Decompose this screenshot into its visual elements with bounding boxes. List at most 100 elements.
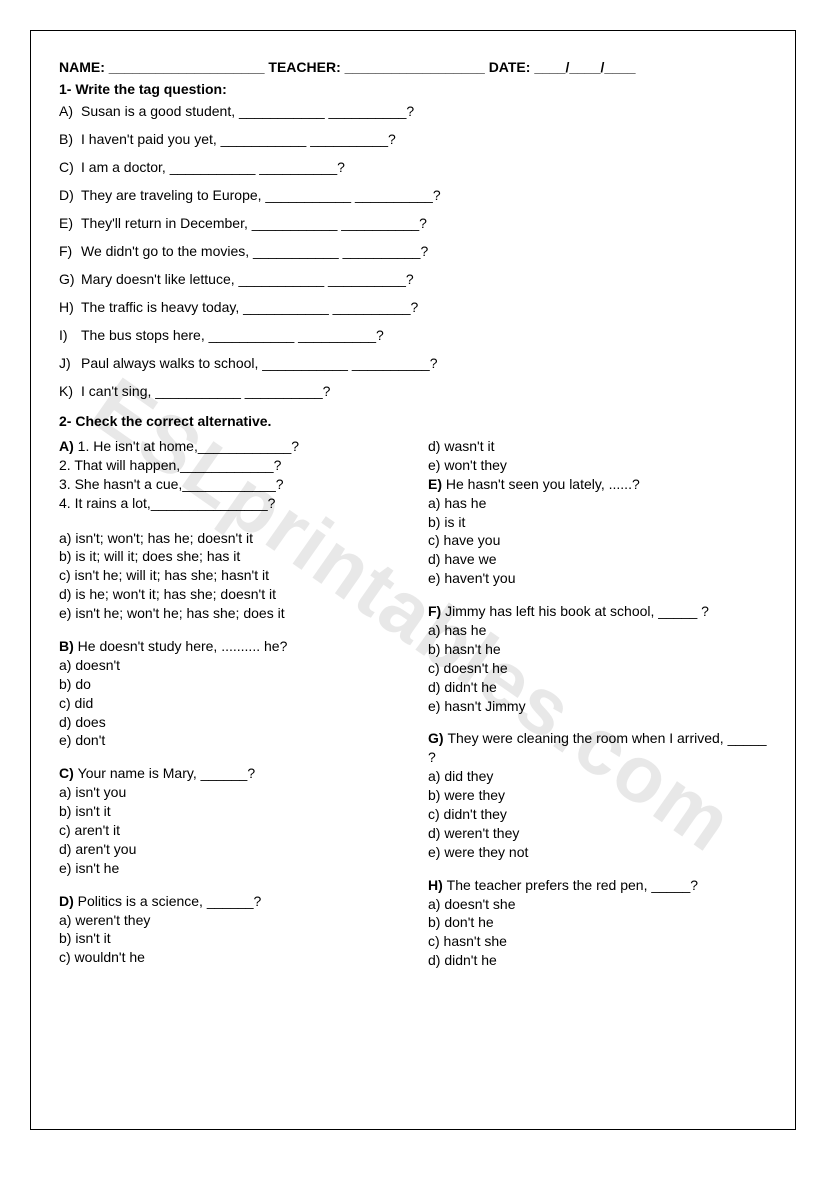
question-head: D) xyxy=(59,893,78,909)
column-right: d) wasn't ite) won't theyE) He hasn't se… xyxy=(428,437,767,984)
q1-text[interactable]: The traffic is heavy today, ___________ … xyxy=(81,299,418,315)
option[interactable]: e) don't xyxy=(59,731,398,750)
question-stem-line: 3. She hasn't a cue,____________? xyxy=(59,475,398,494)
question-stem-line: D) Politics is a science, ______? xyxy=(59,892,398,911)
question-head: H) xyxy=(428,877,447,893)
q1-text[interactable]: Paul always walks to school, ___________… xyxy=(81,355,438,371)
option[interactable]: b) is it xyxy=(428,513,767,532)
q1-text[interactable]: Mary doesn't like lettuce, ___________ _… xyxy=(81,271,414,287)
question-A: A) 1. He isn't at home,____________?2. T… xyxy=(59,437,398,623)
q1-letter: H) xyxy=(59,299,81,315)
q1-item: D)They are traveling to Europe, ________… xyxy=(59,187,767,203)
q1-item: J)Paul always walks to school, _________… xyxy=(59,355,767,371)
question-stem: They were cleaning the room when I arriv… xyxy=(428,730,767,765)
option[interactable]: e) isn't he; won't he; has she; does it xyxy=(59,604,398,623)
q1-item: C)I am a doctor, ___________ __________? xyxy=(59,159,767,175)
option[interactable]: d) have we xyxy=(428,550,767,569)
question-stem: Your name is Mary, ______? xyxy=(78,765,255,781)
section1-title: 1- Write the tag question: xyxy=(59,81,767,97)
question-stem-line: B) He doesn't study here, .......... he? xyxy=(59,637,398,656)
question-stem-line: A) 1. He isn't at home,____________? xyxy=(59,437,398,456)
option[interactable]: c) isn't he; will it; has she; hasn't it xyxy=(59,566,398,585)
section1-list: A)Susan is a good student, ___________ _… xyxy=(59,103,767,399)
option[interactable]: b) isn't it xyxy=(59,802,398,821)
question-head: C) xyxy=(59,765,78,781)
option[interactable]: e) were they not xyxy=(428,843,767,862)
q1-text[interactable]: The bus stops here, ___________ ________… xyxy=(81,327,384,343)
option[interactable]: a) doesn't xyxy=(59,656,398,675)
option[interactable]: d) wasn't it xyxy=(428,437,767,456)
q1-text[interactable]: I haven't paid you yet, ___________ ____… xyxy=(81,131,396,147)
option[interactable]: b) isn't it xyxy=(59,929,398,948)
option[interactable]: c) have you xyxy=(428,531,767,550)
q1-text[interactable]: Susan is a good student, ___________ ___… xyxy=(81,103,414,119)
question-stem-line: C) Your name is Mary, ______? xyxy=(59,764,398,783)
question-stem-line: E) He hasn't seen you lately, ......? xyxy=(428,475,767,494)
question-stem-line: 2. That will happen,____________? xyxy=(59,456,398,475)
option[interactable]: c) wouldn't he xyxy=(59,948,398,967)
q1-text[interactable]: They are traveling to Europe, __________… xyxy=(81,187,441,203)
option[interactable]: c) did xyxy=(59,694,398,713)
option[interactable]: a) isn't you xyxy=(59,783,398,802)
date-blank[interactable]: ____/____/____ xyxy=(534,59,635,75)
q1-text[interactable]: We didn't go to the movies, ___________ … xyxy=(81,243,428,259)
question-head: B) xyxy=(59,638,78,654)
question-stem-line: G) They were cleaning the room when I ar… xyxy=(428,729,767,767)
option[interactable]: e) isn't he xyxy=(59,859,398,878)
option[interactable]: a) has he xyxy=(428,494,767,513)
option[interactable]: e) haven't you xyxy=(428,569,767,588)
q1-item: E)They'll return in December, __________… xyxy=(59,215,767,231)
question-stem: 1. He isn't at home,____________? xyxy=(78,438,299,454)
q1-item: H)The traffic is heavy today, __________… xyxy=(59,299,767,315)
q1-text[interactable]: I am a doctor, ___________ __________? xyxy=(81,159,345,175)
q1-text[interactable]: I can't sing, ___________ __________? xyxy=(81,383,330,399)
option[interactable]: b) were they xyxy=(428,786,767,805)
option[interactable]: c) didn't they xyxy=(428,805,767,824)
q1-letter: G) xyxy=(59,271,81,287)
option[interactable]: d) is he; won't it; has she; doesn't it xyxy=(59,585,398,604)
name-blank[interactable]: ____________________ xyxy=(109,59,265,75)
option[interactable]: d) does xyxy=(59,713,398,732)
option[interactable]: e) won't they xyxy=(428,456,767,475)
q1-text[interactable]: They'll return in December, ___________ … xyxy=(81,215,427,231)
option[interactable]: b) hasn't he xyxy=(428,640,767,659)
option[interactable]: b) is it; will it; does she; has it xyxy=(59,547,398,566)
q1-letter: K) xyxy=(59,383,81,399)
option[interactable]: a) doesn't she xyxy=(428,895,767,914)
q1-letter: I) xyxy=(59,327,81,343)
option[interactable]: a) isn't; won't; has he; doesn't it xyxy=(59,529,398,548)
q1-letter: D) xyxy=(59,187,81,203)
question-head: E) xyxy=(428,476,446,492)
worksheet-page: NAME: ____________________ TEACHER: ____… xyxy=(30,30,796,1130)
question-G: G) They were cleaning the room when I ar… xyxy=(428,729,767,861)
question-stem: The teacher prefers the red pen, _____? xyxy=(447,877,698,893)
q1-item: K)I can't sing, ___________ __________? xyxy=(59,383,767,399)
teacher-blank[interactable]: __________________ xyxy=(345,59,485,75)
option[interactable]: d) weren't they xyxy=(428,824,767,843)
question-B: B) He doesn't study here, .......... he?… xyxy=(59,637,398,750)
option[interactable]: a) has he xyxy=(428,621,767,640)
question-stem-line: H) The teacher prefers the red pen, ____… xyxy=(428,876,767,895)
question-D: D) Politics is a science, ______?a) were… xyxy=(59,892,398,968)
question-stem-line: F) Jimmy has left his book at school, __… xyxy=(428,602,767,621)
option[interactable]: d) aren't you xyxy=(59,840,398,859)
question-H: H) The teacher prefers the red pen, ____… xyxy=(428,876,767,970)
option[interactable]: e) hasn't Jimmy xyxy=(428,697,767,716)
question-head: A) xyxy=(59,438,78,454)
option[interactable]: d) didn't he xyxy=(428,951,767,970)
option[interactable]: b) don't he xyxy=(428,913,767,932)
option[interactable]: c) hasn't she xyxy=(428,932,767,951)
question-C: C) Your name is Mary, ______?a) isn't yo… xyxy=(59,764,398,877)
question-cont: d) wasn't ite) won't theyE) He hasn't se… xyxy=(428,437,767,588)
option[interactable]: c) aren't it xyxy=(59,821,398,840)
option[interactable]: b) do xyxy=(59,675,398,694)
option[interactable]: c) doesn't he xyxy=(428,659,767,678)
date-label: DATE: xyxy=(489,59,531,75)
option[interactable]: a) weren't they xyxy=(59,911,398,930)
name-label: NAME: xyxy=(59,59,105,75)
question-head: G) xyxy=(428,730,447,746)
section2-columns: A) 1. He isn't at home,____________?2. T… xyxy=(59,437,767,984)
q1-letter: F) xyxy=(59,243,81,259)
option[interactable]: d) didn't he xyxy=(428,678,767,697)
option[interactable]: a) did they xyxy=(428,767,767,786)
